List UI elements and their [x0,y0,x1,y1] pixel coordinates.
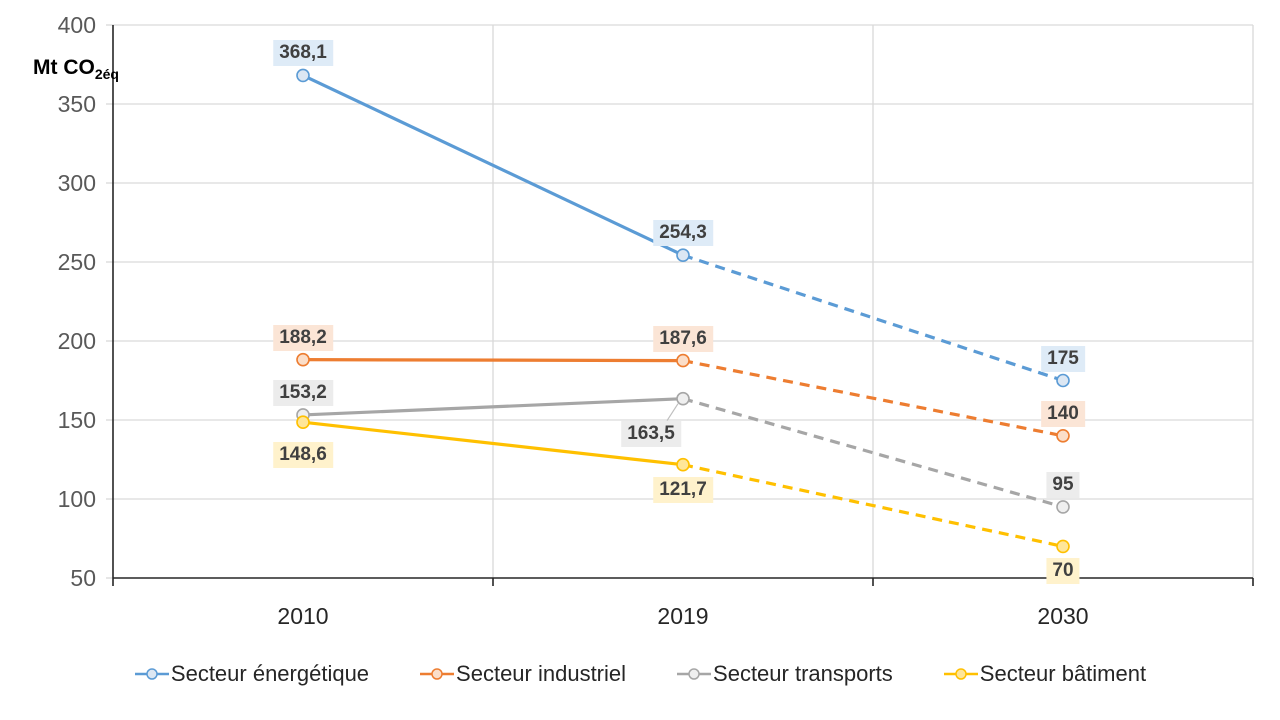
data-label: 368,1 [273,40,333,67]
data-point-marker [1056,428,1070,443]
data-point-marker [676,353,690,368]
data-point-marker [1056,373,1070,388]
legend-item-label: Secteur bâtiment [979,661,1147,686]
legend-line-marker-icon [677,668,712,680]
legend-marker [431,668,443,680]
legend-line-marker-icon [134,668,169,680]
legend-item-label: Secteur transports [713,661,893,686]
y-tick-label: 250 [57,249,96,275]
x-tick-label: 2030 [1037,603,1089,629]
data-label: 254,3 [653,220,713,247]
legend-item-label: Secteur industriel [456,661,627,686]
data-label: 163,5 [621,420,681,447]
y-tick-label: 350 [57,91,96,117]
data-label: 121,7 [653,476,713,503]
x-tick-label: 2019 [657,603,709,629]
x-tick-label: 2010 [277,603,329,629]
y-tick-label: 150 [57,407,96,433]
y-tick-label: 100 [57,486,96,512]
data-point-marker [676,248,690,263]
series-line-dashed [682,359,1064,438]
data-label: 175 [1041,345,1085,372]
series-line-solid [302,358,684,363]
series-line-dashed [682,397,1064,509]
data-label: 95 [1046,471,1080,498]
data-point-marker [296,68,310,83]
data-label: 70 [1046,558,1080,585]
legend: Secteur énergétique Secteur industriel Sec… [0,661,1280,687]
y-axis-title-subscript: 2éq [94,66,119,83]
y-tick-label: 50 [70,565,96,591]
series-line-solid [302,397,684,417]
legend-marker [955,668,967,680]
data-point-marker [296,415,310,430]
legend-item-label: Secteur énergétique [170,661,370,686]
data-point-marker [1056,500,1070,514]
legend-item: Secteur transports [676,661,893,687]
data-point-marker [676,457,690,472]
legend-item: Secteur bâtiment [943,661,1146,687]
data-label: 140 [1041,400,1085,427]
legend-item: Secteur énergétique [134,661,369,687]
data-point-marker [1056,539,1070,554]
y-tick-label: 300 [57,170,96,196]
data-label: 188,2 [273,324,333,351]
data-point-marker [676,391,690,406]
legend-line-marker-icon [420,668,455,680]
data-label: 187,6 [653,325,713,352]
y-axis-title-main: Mt CO [33,56,95,79]
data-label-leader-line [666,403,679,421]
y-tick-label: 400 [57,12,96,38]
legend-item: Secteur industriel [419,661,626,687]
series-line-dashed [682,463,1064,548]
legend-line-marker-icon [943,668,978,680]
legend-marker [688,668,700,680]
data-label: 148,6 [273,442,333,469]
series-line-solid [302,73,684,257]
data-label: 153,2 [273,379,333,406]
y-axis-title: Mt CO2éq [33,56,119,83]
y-tick-label: 200 [57,328,96,354]
legend-marker [146,668,158,680]
data-point-marker [296,352,310,367]
series-line-solid [302,420,684,467]
